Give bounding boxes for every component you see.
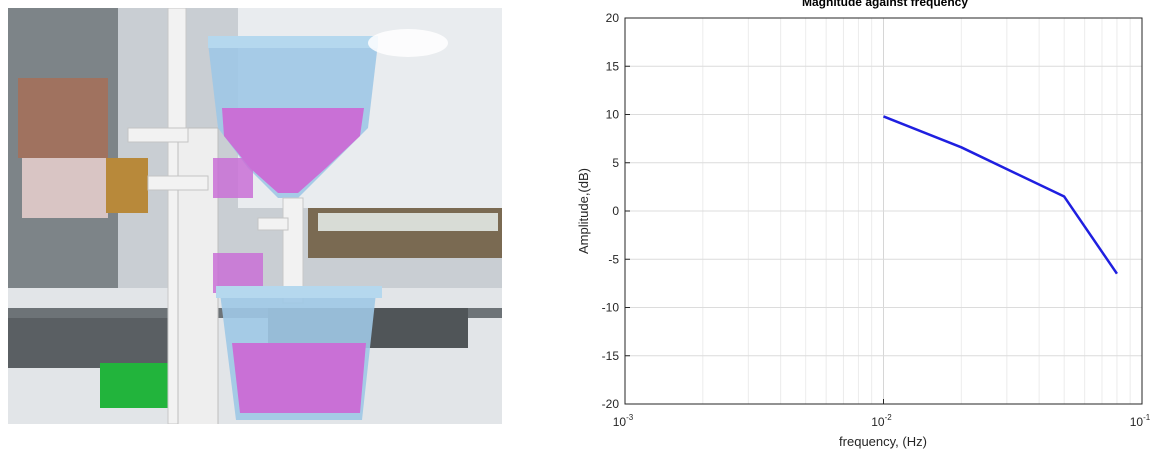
y-tick-label: -15 [602, 349, 620, 363]
y-tick-label: 15 [606, 59, 620, 73]
x-tick-label: 10-1 [1130, 413, 1151, 429]
y-tick-label: -20 [602, 397, 620, 411]
axis-ticks: 20 15 10 5 0 -5 -10 -15 -20 10-3 10-2 10-1 [602, 11, 1151, 429]
lab-photo [8, 8, 502, 424]
series-layer [883, 115, 1118, 275]
x-axis-label: frequency, (Hz) [839, 434, 927, 449]
y-tick-label: 0 [612, 204, 619, 218]
y-tick-label: -5 [608, 252, 619, 266]
x-tick-label: 10-2 [871, 413, 892, 429]
y-tick-label: -10 [602, 301, 620, 315]
y-tick-label: 5 [612, 156, 619, 170]
circuit-board [100, 363, 170, 408]
x-tick-label: 10-3 [613, 413, 634, 429]
grid [624, 17, 1143, 405]
y-tick-label: 10 [606, 108, 620, 122]
y-axis-label: Amplitude,(dB) [576, 168, 591, 254]
valve [106, 158, 148, 213]
magnitude-line [883, 115, 1118, 275]
y-tick-label: 20 [606, 11, 620, 25]
process-rig-illustration [8, 8, 502, 424]
chart-title: Magnitude against frequency [802, 0, 968, 9]
bode-magnitude-chart: Magnitude against frequency 20 15 10 5 0 -5 -1… [560, 0, 1156, 454]
chart-canvas: Magnitude against frequency 20 15 10 5 0 -5 -1… [576, 0, 1151, 449]
